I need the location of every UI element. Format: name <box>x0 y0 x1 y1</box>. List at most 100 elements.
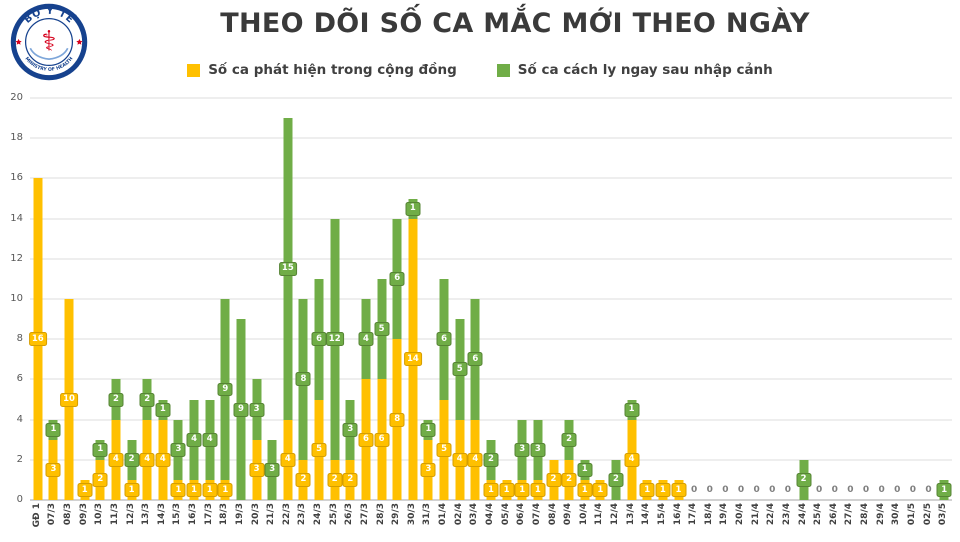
y-axis-label: 6 <box>16 373 23 385</box>
x-axis-label: 21/3 <box>266 503 277 526</box>
x-axis-label: 25/3 <box>328 503 339 526</box>
data-label-imported: 2 <box>139 392 155 407</box>
data-label-imported: 3 <box>514 442 530 457</box>
data-label-community: 1 <box>592 482 608 497</box>
x-axis-label: 13/3 <box>141 503 152 526</box>
data-label-community: 2 <box>92 472 108 487</box>
x-axis-label: 22/3 <box>281 503 292 526</box>
legend-item-imported: Số ca cách ly ngay sau nhập cảnh <box>496 62 773 78</box>
y-axis-label: 18 <box>10 132 23 144</box>
x-axis-label: 19/4 <box>719 503 730 526</box>
x-axis-label: 20/4 <box>735 503 746 526</box>
gridline <box>30 378 952 380</box>
x-axis-label: 02/5 <box>922 503 933 526</box>
zero-value-label: 0 <box>862 485 870 495</box>
zero-value-label: 0 <box>816 485 823 495</box>
y-axis-label: 12 <box>10 252 23 264</box>
gridline <box>30 258 952 260</box>
data-label-community: 4 <box>624 452 640 467</box>
x-axis-label: 10/3 <box>94 503 105 526</box>
data-label-community: 2 <box>295 472 311 487</box>
gridline <box>30 338 952 340</box>
x-axis-label: GĐ 1 <box>31 503 42 528</box>
data-label-community: 1 <box>186 482 202 497</box>
zero-value-label: 0 <box>753 485 760 495</box>
data-label-imported: 3 <box>530 442 546 457</box>
data-label-imported: 1 <box>624 402 640 417</box>
data-label-imported: 1 <box>92 442 108 457</box>
zero-value-label: 0 <box>925 485 932 495</box>
gridline <box>30 298 952 300</box>
x-axis-label: 23/3 <box>297 503 308 526</box>
data-label-community: 1 <box>217 482 233 497</box>
asclepius-staff-icon: ⚕ <box>41 25 56 58</box>
data-label-imported: 2 <box>483 452 499 467</box>
data-label-community: 1 <box>499 482 515 497</box>
y-axis-label: 2 <box>16 453 23 465</box>
grid-layer: 0 2 4 6 8 10 12 14 16 18 20 <box>10 93 952 505</box>
data-label-community: 10 <box>60 392 78 407</box>
x-axis-label: 28/3 <box>375 503 386 526</box>
data-label-imported: 6 <box>436 332 452 347</box>
y-axis-label: 16 <box>10 172 23 184</box>
x-axis-label: 01/4 <box>438 503 449 526</box>
x-axis-label: 24/3 <box>313 503 324 526</box>
x-axis-label: 16/4 <box>672 503 683 526</box>
data-label-community: 4 <box>467 452 483 467</box>
zero-value-label: 0 <box>878 485 885 495</box>
legend-swatch-community <box>187 63 201 77</box>
x-axis-label: 02/4 <box>453 503 464 526</box>
data-label-community: 3 <box>420 462 436 477</box>
x-axis-label: 15/4 <box>656 503 667 526</box>
ministry-of-health-logo: BỘ Y TẾ MINISTRY OF HEALTH ⚕ <box>10 3 88 81</box>
data-label-imported: 9 <box>217 382 233 397</box>
zero-value-label: 0 <box>909 485 917 495</box>
data-label-imported: 15 <box>278 261 297 276</box>
data-label-imported: 5 <box>374 322 390 337</box>
data-label-imported: 3 <box>170 442 186 457</box>
legend-item-community: Số ca phát hiện trong cộng đồng <box>187 62 457 78</box>
x-axis-label: 10/4 <box>578 503 589 526</box>
zero-value-label: 0 <box>737 485 745 495</box>
data-label-community: 5 <box>311 442 327 457</box>
data-label-community: 4 <box>280 452 296 467</box>
gridline <box>30 97 952 99</box>
chart-title: THEO DÕI SỐ CA MẮC MỚI THEO NGÀY <box>220 8 810 39</box>
zero-value-label: 0 <box>769 485 776 495</box>
data-label-imported: 2 <box>608 472 624 487</box>
zero-value-label: 0 <box>706 485 713 495</box>
data-label-imported: 3 <box>249 402 265 417</box>
data-label-imported: 4 <box>186 432 202 447</box>
y-axis-label: 4 <box>16 413 23 425</box>
data-label-community: 1 <box>124 482 140 497</box>
x-axis-label: 01/5 <box>906 503 917 526</box>
data-label-community: 1 <box>577 482 593 497</box>
data-label-imported: 4 <box>358 332 374 347</box>
data-label-community: 6 <box>374 432 390 447</box>
zero-value-label: 0 <box>722 485 729 495</box>
x-axis-label: 21/4 <box>750 503 761 526</box>
data-label-community: 6 <box>358 432 374 447</box>
data-label-imported: 3 <box>264 462 280 477</box>
data-label-community: 1 <box>77 482 93 497</box>
data-label-imported: 3 <box>342 422 358 437</box>
x-axis-label: 29/4 <box>875 503 886 526</box>
x-axis-label: 26/3 <box>344 503 355 526</box>
data-label-imported: 8 <box>295 372 311 387</box>
data-label-imported: 6 <box>467 352 483 367</box>
x-axis-label: 20/3 <box>250 503 261 526</box>
star-icon <box>76 38 83 45</box>
x-axis-label: 14/4 <box>641 503 652 526</box>
x-axis-label: 22/4 <box>766 503 777 526</box>
data-label-community: 4 <box>108 452 124 467</box>
x-axis-label: 06/4 <box>516 503 527 526</box>
data-label-imported: 2 <box>124 452 140 467</box>
x-axis-label: 30/3 <box>406 503 417 526</box>
x-axis-label: 30/4 <box>891 503 902 526</box>
data-label-imported: 6 <box>389 271 405 286</box>
x-axis-label: 17/3 <box>203 503 214 526</box>
y-axis-label: 14 <box>10 212 23 224</box>
data-label-community: 1 <box>483 482 499 497</box>
x-axis-label: 08/3 <box>63 503 74 526</box>
